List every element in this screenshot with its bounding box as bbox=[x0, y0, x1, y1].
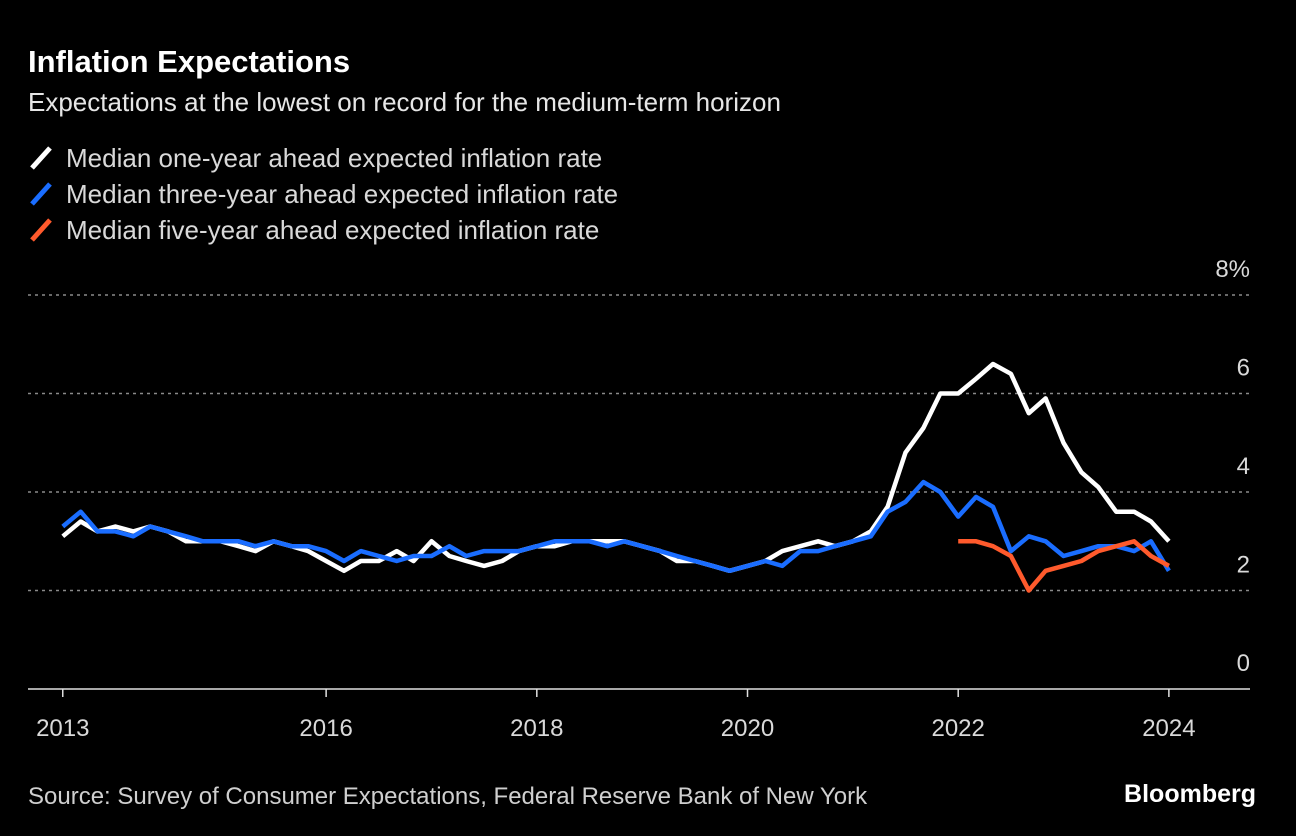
x-tick-label: 2020 bbox=[721, 715, 774, 742]
x-tick-label: 2022 bbox=[931, 715, 984, 742]
legend-label: Median five-year ahead expected inflatio… bbox=[66, 215, 599, 245]
series-line bbox=[61, 479, 1171, 574]
brand: Bloomberg bbox=[1124, 780, 1256, 808]
series-line bbox=[958, 539, 1170, 593]
chart-title: Inflation Expectations bbox=[28, 44, 350, 79]
x-tick-label: 2013 bbox=[36, 715, 89, 742]
legend-label: Median three-year ahead expected inflati… bbox=[66, 179, 618, 209]
y-tick-label: 8% bbox=[1215, 256, 1250, 283]
legend-swatch bbox=[30, 218, 52, 242]
y-tick-label: 0 bbox=[1237, 650, 1250, 677]
legend-label: Median one-year ahead expected inflation… bbox=[66, 143, 602, 173]
y-tick-label: 2 bbox=[1237, 552, 1250, 579]
legend-swatch bbox=[30, 146, 52, 170]
series-line bbox=[61, 361, 1171, 574]
x-tick-label: 2016 bbox=[299, 715, 352, 742]
y-tick-label: 4 bbox=[1237, 453, 1250, 480]
x-tick-label: 2024 bbox=[1142, 715, 1195, 742]
x-tick-label: 2018 bbox=[510, 715, 563, 742]
chart-subtitle: Expectations at the lowest on record for… bbox=[28, 87, 781, 117]
legend-swatch bbox=[30, 182, 52, 206]
y-tick-label: 6 bbox=[1237, 355, 1250, 382]
source: Source: Survey of Consumer Expectations,… bbox=[28, 783, 868, 810]
